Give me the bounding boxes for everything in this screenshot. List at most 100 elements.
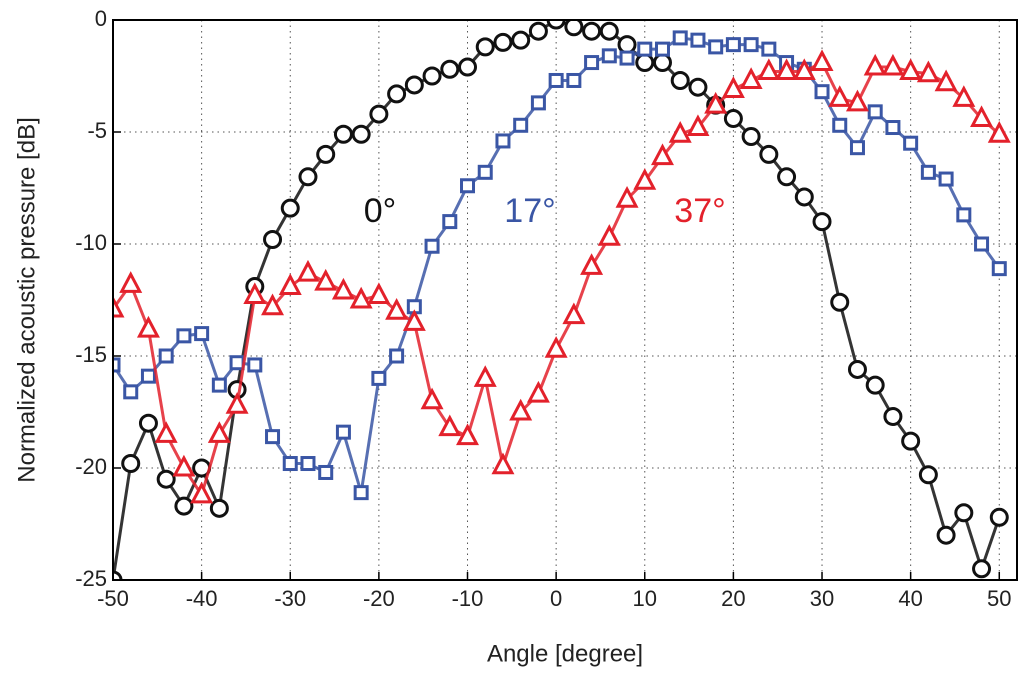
data-point	[956, 207, 972, 223]
data-point	[331, 277, 355, 300]
data-point	[351, 124, 371, 144]
data-point	[300, 456, 316, 472]
data-point	[243, 282, 267, 305]
x-tick-label: 10	[633, 586, 657, 611]
data-point	[743, 37, 759, 53]
data-point	[440, 59, 460, 79]
data-point	[991, 261, 1007, 277]
data-point	[936, 525, 956, 545]
data-point	[883, 406, 903, 426]
data-point	[138, 413, 158, 433]
data-point	[349, 286, 373, 309]
x-tick-label: -40	[186, 586, 218, 611]
data-point	[739, 67, 763, 89]
data-point	[812, 212, 832, 232]
y-tick-label: -5	[87, 118, 107, 143]
data-point	[741, 126, 761, 146]
data-point	[637, 41, 653, 57]
data-point	[617, 35, 637, 55]
data-point	[136, 315, 160, 338]
data-point	[832, 117, 848, 133]
data-point	[158, 348, 174, 364]
data-point	[544, 336, 568, 358]
x-tick-label: 50	[987, 586, 1011, 611]
y-tick-label: -15	[75, 342, 107, 367]
data-point	[460, 178, 476, 194]
data-point	[952, 85, 976, 107]
y-tick-label: -10	[75, 230, 107, 255]
y-tick-label: -20	[75, 454, 107, 479]
x-tick-label: 30	[810, 586, 834, 611]
data-point	[113, 570, 123, 580]
x-tick-label: -20	[363, 586, 395, 611]
data-point	[899, 58, 923, 81]
data-point	[670, 70, 690, 90]
data-point	[989, 507, 1009, 527]
data-point	[723, 109, 743, 129]
data-point	[333, 124, 353, 144]
data-point	[528, 21, 548, 41]
data-point	[509, 398, 533, 421]
series-line	[113, 20, 1001, 580]
data-point	[265, 429, 281, 445]
data-point	[123, 384, 139, 400]
data-point	[584, 55, 600, 71]
series-label: 17°	[504, 192, 555, 230]
data-point	[207, 421, 231, 443]
plot-layer	[113, 20, 1011, 580]
data-point	[828, 85, 852, 107]
data-point	[934, 69, 958, 92]
data-point	[619, 50, 635, 66]
data-point	[261, 293, 285, 316]
data-point	[599, 21, 619, 41]
data-point	[298, 167, 318, 187]
x-tick-label: 20	[721, 586, 745, 611]
data-point	[601, 48, 617, 64]
data-point	[154, 421, 178, 443]
data-point	[794, 187, 814, 207]
data-point	[564, 20, 584, 37]
data-point	[721, 76, 745, 98]
plot-frame	[112, 19, 1018, 581]
data-point	[654, 41, 670, 57]
data-point	[314, 268, 338, 291]
data-point	[972, 559, 992, 579]
data-point	[387, 84, 407, 104]
x-tick-label: -10	[452, 586, 484, 611]
data-point	[970, 105, 994, 128]
data-point	[458, 57, 478, 77]
data-point	[530, 95, 546, 111]
data-point	[615, 185, 639, 208]
data-point	[385, 297, 409, 320]
x-tick-label: 0	[550, 586, 562, 611]
data-point	[881, 53, 905, 76]
data-point	[247, 357, 263, 373]
data-point	[404, 75, 424, 95]
data-point	[371, 370, 387, 386]
data-point	[597, 224, 621, 246]
data-point	[792, 58, 816, 81]
y-tick-label: -25	[75, 566, 107, 591]
data-point	[704, 91, 728, 114]
data-point	[686, 114, 710, 137]
data-point	[650, 143, 674, 166]
data-point	[282, 456, 298, 472]
data-point	[885, 120, 901, 136]
x-tick-label: -30	[274, 586, 306, 611]
data-point	[903, 135, 919, 151]
data-point	[562, 302, 586, 325]
data-point	[901, 431, 921, 451]
data-point	[690, 32, 706, 48]
y-axis-label: Normalized acoustic pressure [dB]	[13, 117, 40, 482]
data-point	[708, 39, 724, 55]
data-point	[209, 498, 229, 518]
data-point	[830, 292, 850, 312]
data-point	[176, 328, 192, 344]
data-point	[672, 30, 688, 46]
y-tick-label: 0	[95, 6, 107, 31]
data-point	[688, 77, 708, 97]
data-point	[548, 72, 564, 88]
data-point	[369, 104, 389, 124]
data-point	[725, 37, 741, 53]
data-point	[140, 368, 156, 384]
